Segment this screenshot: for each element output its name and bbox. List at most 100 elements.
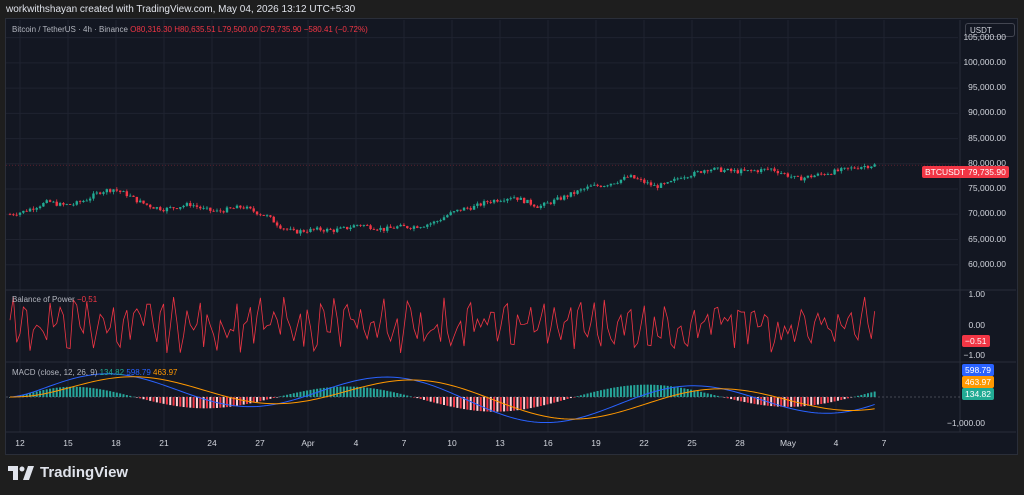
macd-histogram-bar (599, 390, 602, 397)
candle-body (376, 229, 379, 231)
macd-histogram-bar (69, 386, 72, 397)
macd-histogram-bar (356, 386, 359, 397)
candle-body (816, 173, 820, 176)
macd-histogram-bar (292, 393, 295, 397)
candle-body (689, 176, 693, 178)
macd-histogram-bar (175, 397, 178, 407)
macd-histogram-bar (569, 397, 572, 399)
candle-body (285, 228, 289, 230)
candle-body (573, 192, 576, 194)
macd-histogram-bar (79, 386, 82, 397)
macd-histogram-bar (549, 397, 552, 404)
candle-body (506, 198, 509, 201)
macd-histogram-bar (526, 397, 529, 409)
candle-body (329, 228, 332, 230)
candle-body (666, 182, 669, 184)
time-axis-label: 7 (881, 438, 887, 448)
candle-body (12, 214, 15, 216)
candle-body (476, 203, 479, 206)
candle-body (466, 207, 469, 209)
candle-body (763, 168, 766, 170)
candle-body (292, 228, 295, 230)
macd-histogram-bar (770, 397, 773, 407)
macd-histogram-bar (573, 397, 576, 398)
candle-body (279, 225, 282, 229)
tradingview-logo[interactable]: TradingView (8, 464, 128, 481)
candle-body (98, 192, 102, 194)
candle-body (713, 167, 716, 170)
macd-histogram-bar (646, 384, 649, 397)
macd-histogram-bar (846, 397, 849, 399)
macd-histogram-bar (422, 397, 425, 400)
macd-histogram-bar (182, 397, 185, 408)
time-axis-label: 19 (591, 438, 601, 448)
candle-body (402, 224, 406, 227)
candle-body (446, 215, 449, 218)
candle-body (436, 221, 439, 222)
macd-histogram-bar (226, 397, 228, 408)
macd-histogram-bar (643, 384, 646, 397)
time-axis-label: 25 (687, 438, 697, 448)
price-axis-label: 100,000.00 (963, 56, 1006, 67)
candle-body (386, 226, 389, 231)
macd-histogram-bar (329, 387, 332, 397)
candle-body (422, 226, 426, 228)
candle-body (295, 229, 299, 234)
candle-body (272, 216, 275, 223)
bop-axis-1: 1.00 (968, 289, 985, 299)
candle-body (32, 208, 35, 210)
macd-histogram-bar (326, 387, 329, 397)
macd-histogram-bar (32, 392, 35, 397)
candle-body (850, 167, 853, 169)
candle-body (118, 190, 122, 192)
candle-body (315, 227, 319, 230)
candle-body (719, 167, 723, 172)
candle-body (723, 170, 726, 172)
candle-body (242, 207, 245, 209)
candle-body (519, 197, 522, 200)
macd-histogram-bar (566, 397, 569, 399)
macd-histogram-bar (189, 397, 192, 408)
currency-button[interactable]: USDT (965, 23, 1015, 37)
price-axis-label: 75,000.00 (968, 183, 1006, 194)
macd-histogram-bar (730, 397, 733, 400)
candle-body (155, 207, 159, 209)
candle-body (185, 203, 189, 206)
candle-body (205, 207, 209, 209)
macd-histogram-bar (65, 386, 68, 397)
macd-histogram-bar (743, 397, 746, 403)
bop-tag: −0.51 (962, 335, 990, 347)
candle-body (265, 215, 269, 217)
macd-histogram-bar (509, 397, 512, 411)
candle-body (790, 176, 793, 178)
macd-signal-line (9, 376, 875, 420)
macd-histogram-bar (823, 397, 826, 404)
candle-body (22, 210, 25, 213)
candle-body (649, 182, 653, 186)
macd-histogram-bar (653, 384, 656, 397)
candle-body (813, 175, 816, 178)
candle-body (252, 208, 255, 212)
price-tag-symbol: BTCUSDT (922, 166, 969, 178)
macd-histogram-bar (349, 386, 352, 397)
candle-body (75, 201, 78, 205)
macd-histogram-bar (346, 386, 349, 397)
macd-histogram-bar (52, 388, 55, 397)
candle-body (663, 183, 666, 185)
macd-histogram-bar (556, 397, 559, 402)
candle-body (169, 207, 172, 209)
macd-histogram-bar (89, 387, 92, 397)
candle-body (706, 170, 709, 172)
macd-histogram-bar (359, 387, 362, 397)
footer-brand: TradingView (40, 464, 129, 481)
macd-histogram-bar (559, 397, 562, 401)
macd-histogram-bar (85, 387, 88, 397)
macd-histogram-bar (483, 397, 486, 412)
macd-histogram-bar (419, 397, 422, 400)
candle-body (599, 185, 603, 187)
macd-histogram-bar (159, 397, 162, 404)
candle-body (469, 208, 472, 210)
candle-body (769, 168, 773, 170)
candle-body (810, 175, 813, 178)
